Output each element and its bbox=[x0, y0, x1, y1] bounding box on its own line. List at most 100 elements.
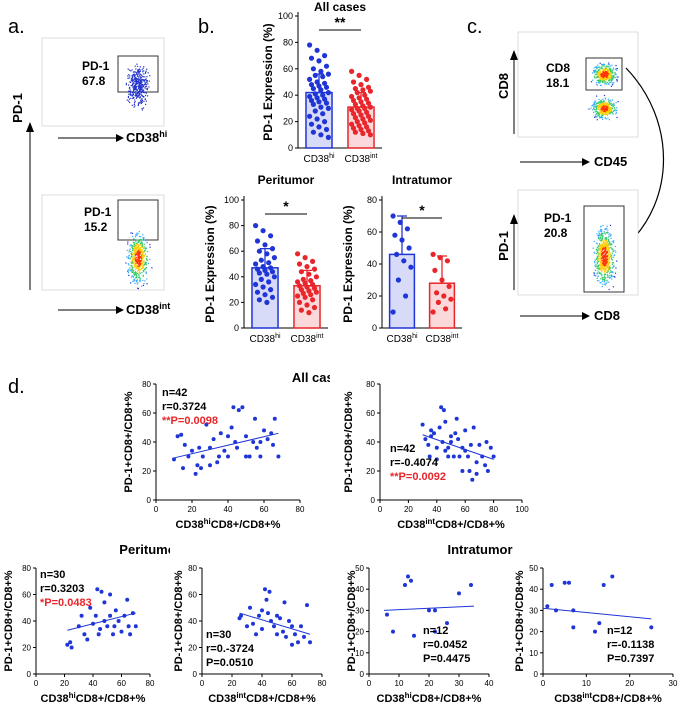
flow-event bbox=[143, 84, 145, 86]
scatter-point bbox=[305, 603, 309, 608]
flow-event bbox=[611, 247, 613, 250]
flow-event bbox=[138, 257, 140, 259]
flow-event bbox=[608, 252, 610, 254]
flow-event bbox=[603, 245, 605, 247]
flow-event bbox=[604, 103, 606, 105]
data-point bbox=[308, 278, 314, 284]
flow-event bbox=[136, 72, 138, 74]
flow-event bbox=[125, 262, 127, 264]
flow-event bbox=[608, 257, 610, 259]
flow-event bbox=[138, 86, 140, 88]
flow-event bbox=[610, 73, 612, 75]
flow-event bbox=[604, 75, 606, 77]
flow-event bbox=[596, 105, 598, 107]
flow-event bbox=[607, 236, 610, 238]
flow-event bbox=[602, 257, 604, 259]
data-point bbox=[318, 104, 324, 110]
y-tick-label: 40 bbox=[22, 617, 31, 626]
flow-event bbox=[609, 73, 611, 75]
flow-event bbox=[133, 274, 135, 276]
data-point bbox=[296, 299, 303, 305]
y-axis-label: PD-1+CD8+/CD8+% bbox=[173, 570, 185, 671]
flow-event bbox=[145, 271, 147, 273]
flow-event bbox=[594, 70, 596, 72]
flow-event bbox=[131, 246, 133, 248]
y-tick-label: 40 bbox=[367, 259, 377, 269]
x-tick-label: CD38hi bbox=[303, 153, 334, 165]
flow-event bbox=[145, 249, 147, 251]
flow-event bbox=[128, 87, 130, 89]
flow-event bbox=[608, 62, 610, 64]
flow-event bbox=[606, 83, 608, 85]
flow-event bbox=[603, 74, 605, 76]
flow-event bbox=[597, 268, 599, 270]
data-point bbox=[365, 100, 372, 106]
y-tick-label: 40 bbox=[355, 585, 364, 594]
flow-event bbox=[593, 274, 595, 276]
flow-event bbox=[607, 276, 609, 278]
flow-event bbox=[604, 239, 606, 241]
flow-event bbox=[606, 225, 608, 227]
flow-event bbox=[137, 65, 139, 67]
flow-event bbox=[600, 255, 602, 257]
flow-event bbox=[607, 264, 609, 266]
flow-event bbox=[135, 240, 137, 242]
flow-event bbox=[593, 75, 595, 77]
flow-event bbox=[132, 280, 134, 282]
flow-event bbox=[137, 266, 139, 269]
flow-event bbox=[605, 250, 607, 253]
flow-c-bottom-dots bbox=[592, 224, 618, 291]
flow-event bbox=[600, 251, 602, 254]
flow-event bbox=[608, 244, 610, 246]
scatter-point bbox=[247, 454, 252, 459]
flow-event bbox=[615, 68, 617, 70]
flow-event bbox=[141, 254, 143, 257]
flow-event bbox=[131, 104, 133, 106]
scatter-point bbox=[98, 627, 103, 631]
flow-event bbox=[604, 245, 606, 248]
flow-event bbox=[146, 255, 148, 257]
flow-event bbox=[601, 100, 603, 102]
flow-event bbox=[139, 83, 141, 85]
flow-event bbox=[136, 260, 138, 262]
flow-event bbox=[597, 275, 599, 277]
data-point bbox=[394, 251, 400, 257]
data-point bbox=[362, 120, 368, 126]
flow-event bbox=[149, 243, 151, 246]
flow-event bbox=[142, 71, 144, 73]
flow-event bbox=[605, 68, 607, 70]
flow-event bbox=[137, 71, 139, 73]
data-point bbox=[441, 293, 447, 299]
stat-r: r=0.-3724 bbox=[206, 643, 255, 655]
y-tick-label: 0 bbox=[147, 496, 152, 505]
flow-event bbox=[142, 255, 144, 257]
data-point bbox=[439, 277, 445, 283]
flow-event bbox=[147, 87, 149, 89]
scatter-point bbox=[302, 634, 306, 639]
data-point bbox=[320, 92, 326, 98]
flow-event bbox=[142, 107, 145, 109]
data-point bbox=[310, 101, 316, 107]
flow-event bbox=[129, 250, 131, 252]
data-point bbox=[318, 132, 324, 138]
flow-event bbox=[597, 76, 599, 78]
flow-event bbox=[596, 68, 598, 70]
flow-event bbox=[614, 72, 616, 74]
flow-event bbox=[133, 247, 135, 249]
flow-event bbox=[143, 73, 145, 75]
data-point bbox=[349, 121, 355, 127]
flow-event bbox=[601, 102, 603, 104]
flow-event bbox=[616, 76, 618, 78]
flow-event bbox=[143, 251, 145, 253]
flow-event bbox=[602, 264, 604, 266]
flow-event bbox=[127, 269, 130, 271]
flow-a-top-xlabel: CD38hi bbox=[126, 129, 167, 145]
scatter-point bbox=[193, 471, 198, 476]
flow-event bbox=[130, 253, 132, 255]
flow-event bbox=[608, 250, 610, 252]
flow-event bbox=[604, 259, 606, 261]
flow-event bbox=[606, 78, 608, 80]
flow-event bbox=[143, 269, 145, 271]
scatter-point bbox=[251, 440, 256, 444]
